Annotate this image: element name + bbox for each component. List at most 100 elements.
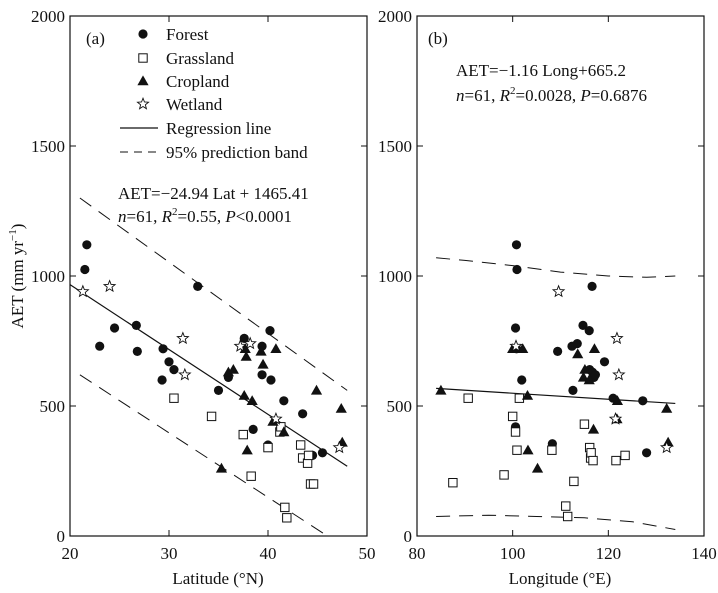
y-tick-label: 1500	[31, 137, 65, 156]
y-tick-label: 500	[387, 397, 413, 416]
grassland-point	[512, 445, 522, 455]
wetland-point	[233, 339, 247, 352]
grassland-point	[246, 471, 256, 481]
cropland-point	[238, 390, 250, 400]
x-tick-label: 30	[161, 544, 178, 563]
x-tick-label: 20	[62, 544, 79, 563]
y-tick-label: 1000	[31, 267, 65, 286]
prediction-band-upper	[79, 197, 348, 391]
legend-cropland-marker	[137, 75, 149, 86]
forest-point	[248, 424, 258, 434]
panel-a-regression	[69, 284, 348, 467]
stat-c-b: =0.6876	[591, 86, 647, 105]
cropland-point	[531, 462, 544, 473]
grassland-point	[562, 511, 573, 522]
stat-n-a: n	[118, 207, 127, 226]
wetland-point	[608, 411, 623, 425]
forest-point	[510, 323, 521, 333]
wetland-point	[176, 331, 190, 345]
y-tick-label: 1000	[378, 267, 412, 286]
forest-point	[239, 333, 249, 343]
forest-point	[169, 365, 179, 375]
grassland-point	[588, 455, 598, 466]
forest-point	[265, 326, 275, 336]
legend-prediction-band: 95% prediction band	[166, 143, 308, 162]
forest-point	[80, 264, 90, 275]
stat-r-a: R	[161, 207, 173, 226]
legend-wetland-marker	[136, 96, 150, 110]
forest-point	[642, 448, 652, 458]
panel-b-label: (b)	[428, 29, 448, 48]
cropland-point	[227, 364, 239, 374]
stat-a-b: =61,	[465, 86, 500, 105]
wetland-point	[610, 331, 624, 345]
cropland-point	[257, 358, 269, 369]
panel-a-stats: n=61, R2=0.55, P<0.0001	[118, 206, 292, 226]
y-tick-label: 2000	[31, 7, 65, 26]
forest-point	[82, 240, 92, 250]
y-tick-label: 2000	[378, 7, 412, 26]
forest-point	[95, 341, 105, 351]
grassland-point	[448, 478, 458, 488]
forest-point	[317, 448, 328, 458]
panel-b-prediction-band	[436, 257, 676, 530]
grassland-point	[295, 440, 306, 450]
legend-grassland-marker	[138, 53, 148, 63]
forest-point	[599, 357, 610, 367]
legend-wetland: Wetland	[166, 95, 223, 114]
grassland-point	[620, 450, 630, 461]
forest-point	[193, 281, 203, 291]
forest-point	[109, 323, 120, 333]
cropland-point	[579, 364, 591, 374]
cropland-point	[310, 384, 323, 395]
forest-point	[590, 370, 601, 380]
panel-a-xlabel: Latitude (°N)	[172, 569, 263, 588]
forest-point	[511, 240, 522, 250]
cropland-point	[587, 423, 600, 434]
panel-b-ticks: 80 100 120 140 0 500 1000 1500 2000	[378, 7, 717, 563]
panel-b-points	[435, 240, 674, 522]
forest-point	[553, 346, 563, 356]
grassland-point	[569, 476, 579, 487]
cropland-point	[255, 345, 267, 356]
cropland-point	[572, 348, 584, 359]
cropland-point	[521, 390, 534, 400]
x-tick-label: 120	[596, 544, 622, 563]
wetland-point	[509, 339, 523, 352]
panel-a-label: (a)	[86, 29, 105, 48]
stat-b-b: =0.0028,	[515, 86, 580, 105]
legend-markers	[120, 29, 158, 153]
cropland-point	[611, 395, 624, 405]
forest-point	[132, 346, 142, 356]
forest-point	[213, 385, 224, 395]
legend-cropland: Cropland	[166, 72, 230, 91]
cropland-point	[661, 403, 673, 413]
x-tick-label: 140	[691, 544, 717, 563]
grassland-point	[308, 479, 319, 489]
grassland-point	[280, 502, 290, 513]
stat-b-a: =0.55,	[177, 207, 225, 226]
wetland-point	[76, 284, 90, 298]
grassland-point	[510, 427, 521, 437]
panel-a-equation: AET=−24.94 Lat + 1465.41	[118, 184, 309, 203]
forest-point	[279, 396, 289, 406]
cropland-point	[270, 343, 282, 353]
grassland-point	[463, 393, 473, 403]
grassland-point	[611, 455, 621, 466]
legend-forest: Forest	[166, 25, 209, 44]
cropland-point	[522, 444, 534, 455]
y-tick-label: 0	[57, 527, 66, 546]
forest-point	[158, 344, 168, 354]
x-tick-label: 40	[260, 544, 277, 563]
wetland-point	[269, 411, 283, 425]
x-tick-label: 80	[409, 544, 426, 563]
stat-r-b: R	[499, 86, 511, 105]
cropland-point	[577, 371, 590, 382]
panel-b-regression	[436, 387, 676, 405]
panel-b-stats: n=61, R2=0.0028, P=0.6876	[456, 85, 647, 105]
wetland-point	[551, 284, 566, 298]
prediction-band-lower	[436, 514, 676, 530]
wetland-point	[332, 440, 346, 454]
forest-point	[164, 357, 174, 367]
